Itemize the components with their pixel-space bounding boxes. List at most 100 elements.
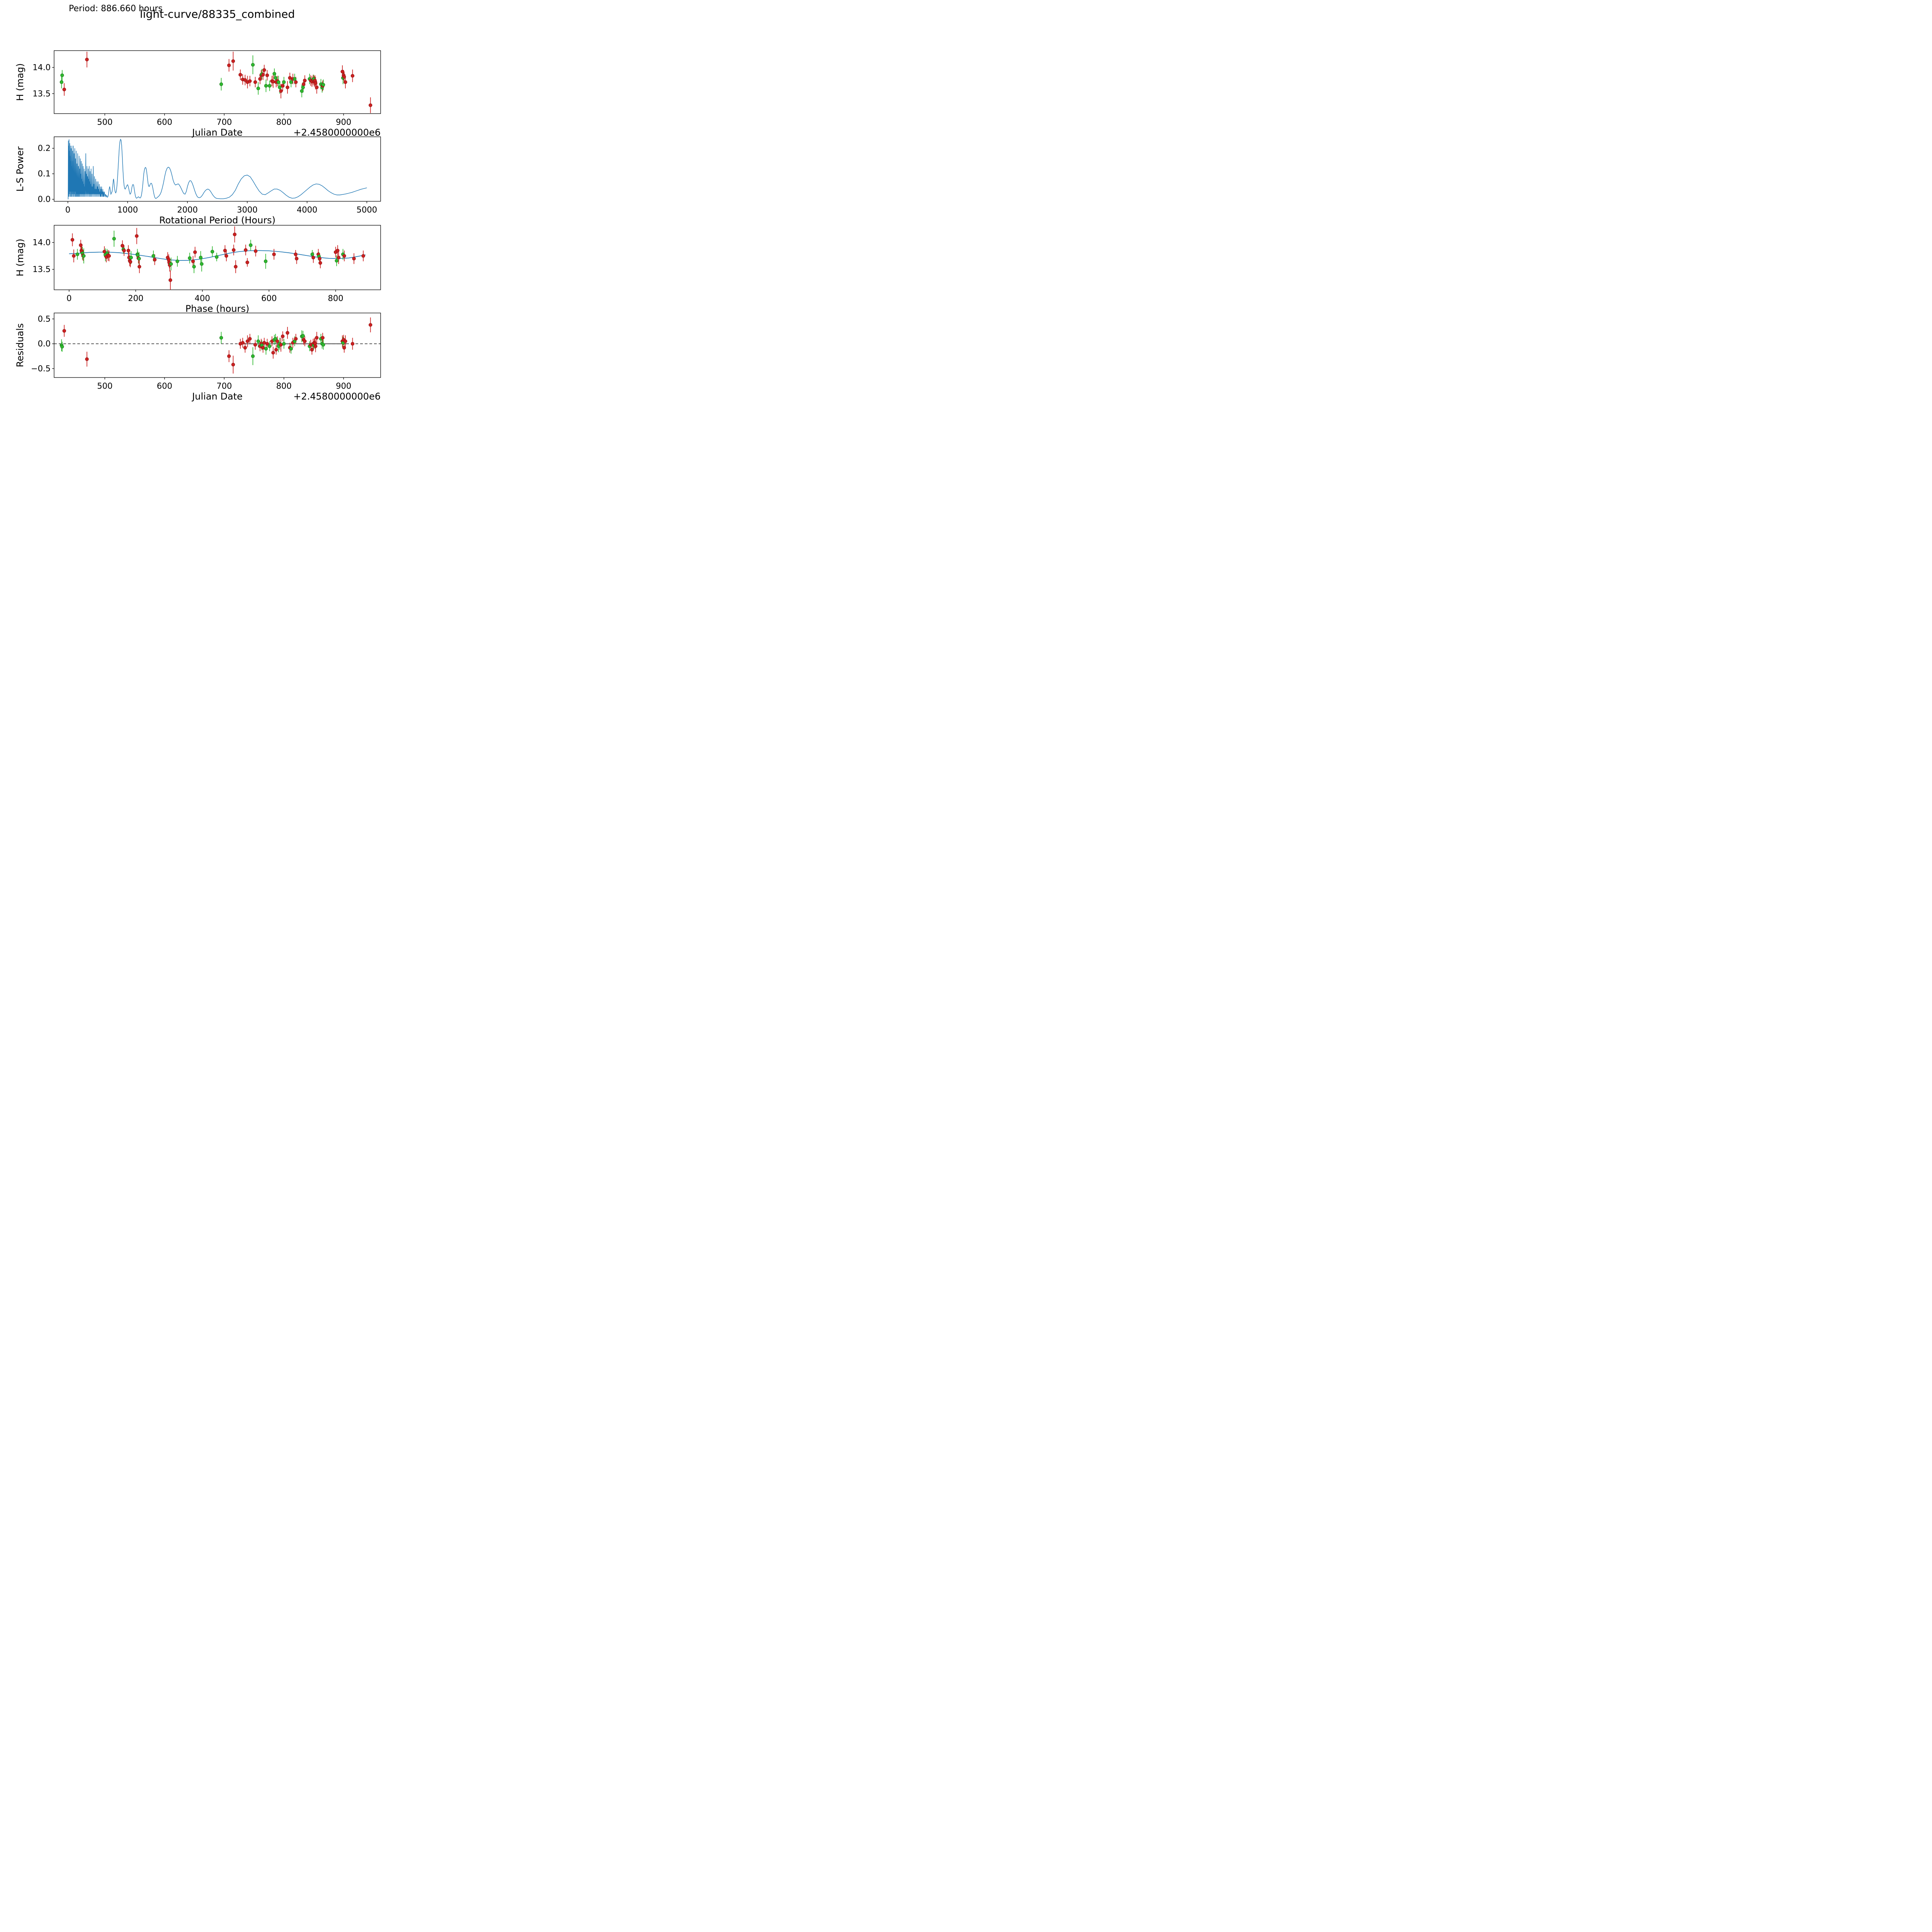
data-point: [219, 336, 223, 340]
data-point: [272, 72, 276, 76]
x-tick-label: 500: [97, 117, 112, 127]
x-tick-label: 800: [328, 294, 344, 303]
data-point: [318, 261, 322, 265]
data-point: [151, 254, 155, 258]
y-tick-label: 0.1: [38, 169, 51, 179]
x-tick-label: 600: [157, 117, 172, 127]
data-point: [112, 237, 116, 241]
data-point: [82, 254, 86, 258]
data-point: [244, 248, 248, 252]
data-point: [264, 259, 268, 263]
data-point: [167, 258, 171, 262]
x-offset-label: +2.4580000000e6: [293, 391, 381, 402]
data-point: [245, 260, 249, 264]
data-point: [303, 339, 307, 343]
data-point: [315, 85, 319, 89]
data-point: [276, 339, 279, 343]
data-point: [227, 354, 231, 358]
x-tick-label: 600: [261, 294, 277, 303]
data-point: [231, 362, 235, 367]
figure-title: light-curve/88335_combined: [139, 8, 295, 20]
data-point: [342, 75, 346, 79]
data-point: [245, 339, 250, 343]
y-tick-label: 13.5: [32, 89, 51, 98]
data-point: [129, 255, 133, 260]
y-tick-label: 14.0: [32, 238, 51, 247]
x-tick-label: 900: [336, 117, 351, 127]
data-point: [192, 265, 196, 269]
data-point: [210, 250, 214, 253]
data-point: [256, 339, 260, 343]
data-point: [79, 243, 83, 247]
data-point: [241, 341, 245, 345]
y-tick-label: −0.5: [31, 364, 51, 373]
x-tick-label: 0: [66, 294, 71, 303]
data-point: [199, 255, 203, 260]
data-point: [295, 257, 299, 260]
x-tick-label: 1000: [117, 205, 138, 214]
data-point: [294, 252, 298, 256]
periodogram-line: [68, 139, 367, 199]
data-point: [267, 344, 272, 348]
axes-frame: [54, 50, 381, 114]
data-point: [224, 254, 228, 258]
y-tick-label: 0.0: [38, 339, 51, 349]
data-point: [289, 80, 293, 84]
data-point: [256, 87, 260, 90]
data-point: [352, 257, 356, 260]
data-point: [301, 334, 305, 338]
data-point: [286, 331, 289, 335]
data-point: [70, 238, 75, 242]
data-point: [315, 336, 319, 340]
x-tick-label: 200: [128, 294, 143, 303]
data-point: [321, 83, 325, 87]
x-tick-label: 700: [216, 117, 232, 127]
data-point: [281, 334, 285, 338]
x-axis-label: Rotational Period (Hours): [159, 215, 276, 226]
data-point: [321, 336, 325, 340]
data-point: [313, 81, 318, 85]
data-point: [303, 78, 307, 83]
panel-residuals: 500 600 700 800 900 −0.5 0.0 0.5 Julian Date Resi…: [15, 313, 381, 402]
data-point: [60, 80, 64, 84]
data-point: [336, 248, 340, 253]
data-point: [350, 342, 355, 346]
data-point: [128, 260, 133, 264]
data-point: [265, 342, 269, 346]
data-point: [249, 243, 253, 247]
y-tick-label: 14.0: [32, 63, 51, 72]
data-point: [278, 85, 282, 89]
x-tick-label: 800: [276, 381, 292, 391]
data-point: [137, 257, 141, 260]
data-point: [85, 58, 89, 61]
data-point: [361, 254, 365, 258]
data-point: [271, 351, 275, 355]
data-point: [271, 80, 275, 83]
data-point: [219, 82, 223, 86]
data-point: [321, 343, 325, 347]
x-tick-label: 800: [276, 117, 292, 127]
data-point: [168, 278, 172, 282]
data-point: [302, 82, 306, 86]
data-point: [282, 80, 286, 84]
data-point: [253, 80, 257, 84]
data-point: [191, 259, 195, 263]
data-point: [253, 249, 258, 253]
data-point: [107, 254, 111, 258]
chart-canvas: 500 600 700 800 900 13.5 14.0 Julian Date H (mag…: [15, 50, 381, 402]
x-tick-label: 400: [195, 294, 210, 303]
data-point: [121, 244, 124, 248]
data-point: [267, 84, 272, 88]
panel-phased-lightcurve: 0 200 400 600 800 13.5 14.0 Phase (hours) H (mag…: [15, 225, 381, 314]
data-point: [310, 348, 314, 352]
x-tick-label: 900: [336, 381, 351, 391]
data-point: [369, 103, 372, 107]
data-point: [122, 248, 126, 253]
data-point: [102, 250, 106, 253]
data-point: [294, 337, 298, 341]
data-point: [293, 77, 297, 81]
data-point: [313, 344, 318, 348]
data-point: [261, 73, 265, 77]
data-point: [289, 347, 293, 351]
data-point: [75, 252, 80, 256]
